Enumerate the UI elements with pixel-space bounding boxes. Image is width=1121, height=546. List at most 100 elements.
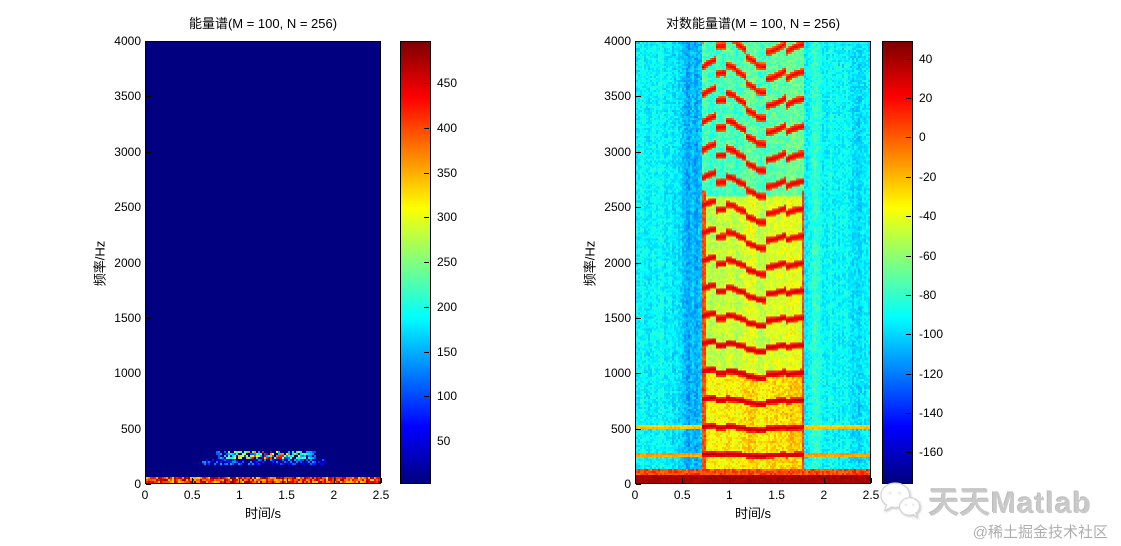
- y-tick-mark: [146, 262, 151, 264]
- x-tick-mark: [823, 478, 825, 483]
- x-tick-mark: [239, 478, 241, 483]
- y-tick-label: 0: [134, 477, 141, 491]
- y-tick-label: 2000: [114, 255, 141, 270]
- colorbar-tick-label: 450: [437, 76, 458, 91]
- left-spectrogram-plot: [145, 41, 381, 484]
- colorbar-tick-label: -100: [919, 327, 944, 342]
- y-tick-mark: [636, 428, 641, 430]
- colorbar-tick-label: -160: [919, 445, 944, 460]
- right-colorbar: [882, 41, 913, 484]
- y-tick-mark: [146, 484, 151, 485]
- y-tick-mark: [636, 373, 641, 375]
- log-energy-spectrogram-canvas: [636, 42, 870, 483]
- x-tick-label: 0.5: [673, 488, 691, 502]
- colorbar-tick-mark: [424, 306, 429, 308]
- colorbar-tick-mark: [424, 217, 429, 219]
- left-x-axis-label: 时间/s: [244, 506, 282, 521]
- watermark-credit: @稀土掘金技术社区: [972, 524, 1108, 541]
- y-tick-mark: [146, 207, 151, 209]
- y-tick-mark: [636, 484, 641, 485]
- right-spectrogram-plot: [635, 41, 871, 484]
- y-tick-mark: [636, 262, 641, 264]
- y-tick-label: 3500: [114, 89, 141, 104]
- x-tick-mark: [192, 478, 194, 483]
- x-tick-mark: [145, 478, 146, 483]
- y-tick-label: 4000: [114, 34, 141, 48]
- y-tick-mark: [146, 96, 151, 98]
- colorbar-tick-mark: [906, 452, 911, 454]
- x-tick-label: 0.5: [183, 488, 201, 502]
- colorbar-tick-label: -120: [919, 366, 944, 381]
- colorbar-tick-label: -40: [919, 209, 937, 224]
- x-tick-label: 1.5: [278, 488, 295, 502]
- y-tick-label: 2500: [604, 200, 631, 215]
- y-tick-label: 3000: [114, 144, 141, 159]
- y-tick-mark: [636, 96, 641, 98]
- colorbar-tick-label: -20: [919, 169, 937, 184]
- y-tick-mark: [636, 317, 641, 319]
- colorbar-tick-mark: [424, 396, 429, 398]
- x-tick-mark: [729, 478, 731, 483]
- left-plot-title: 能量谱(M = 100, N = 256): [188, 16, 338, 31]
- energy-spectrogram-canvas: [146, 42, 380, 483]
- x-tick-label: 0: [141, 488, 149, 502]
- x-tick-mark: [776, 478, 778, 483]
- colorbar-tick-mark: [906, 255, 911, 257]
- colorbar-tick-label: 40: [919, 51, 933, 66]
- x-tick-label: 2.5: [372, 488, 390, 502]
- wechat-icon: [880, 482, 921, 518]
- colorbar-tick-label: 250: [437, 255, 458, 270]
- y-tick-label: 0: [624, 477, 631, 491]
- colorbar-tick-mark: [906, 176, 911, 178]
- y-tick-label: 4000: [604, 34, 631, 48]
- y-tick-mark: [146, 317, 151, 319]
- colorbar-tick-label: 0: [919, 130, 926, 145]
- y-tick-label: 1500: [114, 310, 141, 325]
- colorbar-tick-mark: [906, 58, 911, 60]
- y-tick-mark: [636, 41, 641, 42]
- x-tick-label: 1: [236, 488, 243, 502]
- colorbar-tick-mark: [424, 351, 429, 353]
- colorbar-tick-mark: [424, 83, 429, 85]
- right-x-axis-label: 时间/s: [734, 506, 772, 521]
- x-tick-mark: [381, 478, 382, 483]
- y-tick-label: 1500: [604, 310, 631, 325]
- right-colorbar-canvas: [883, 42, 912, 483]
- x-tick-label: 2.5: [862, 488, 880, 502]
- x-tick-label: 1.5: [768, 488, 785, 502]
- colorbar-tick-label: -140: [919, 406, 944, 421]
- y-tick-label: 500: [610, 421, 631, 436]
- colorbar-tick-label: 20: [919, 91, 933, 106]
- y-tick-label: 500: [120, 421, 141, 436]
- colorbar-tick-mark: [424, 262, 429, 264]
- colorbar-tick-mark: [424, 441, 429, 443]
- colorbar-tick-label: 50: [437, 434, 451, 449]
- y-tick-mark: [146, 151, 151, 153]
- y-tick-mark: [636, 207, 641, 209]
- colorbar-tick-label: 400: [437, 120, 458, 135]
- watermark-brand: 天天Matlab: [929, 487, 1093, 520]
- colorbar-tick-label: 100: [437, 389, 458, 404]
- colorbar-tick-mark: [906, 294, 911, 296]
- y-tick-label: 3500: [604, 89, 631, 104]
- colorbar-tick-mark: [424, 172, 429, 174]
- colorbar-tick-mark: [906, 98, 911, 100]
- y-tick-label: 3000: [604, 144, 631, 159]
- y-tick-label: 1000: [604, 366, 631, 381]
- y-tick-label: 1000: [114, 366, 141, 381]
- colorbar-tick-mark: [906, 373, 911, 375]
- x-tick-label: 2: [820, 488, 828, 502]
- right-plot-title: 对数能量谱(M = 100, N = 256): [665, 16, 841, 31]
- colorbar-tick-mark: [906, 413, 911, 415]
- x-tick-mark: [333, 478, 335, 483]
- colorbar-tick-mark: [906, 137, 911, 139]
- x-tick-mark: [871, 478, 872, 483]
- colorbar-tick-mark: [906, 334, 911, 336]
- colorbar-tick-label: 200: [437, 299, 458, 314]
- y-tick-label: 2000: [604, 255, 631, 270]
- x-tick-label: 0: [631, 488, 639, 502]
- x-tick-label: 2: [330, 488, 338, 502]
- colorbar-tick-label: 350: [437, 165, 458, 180]
- x-tick-label: 1: [726, 488, 733, 502]
